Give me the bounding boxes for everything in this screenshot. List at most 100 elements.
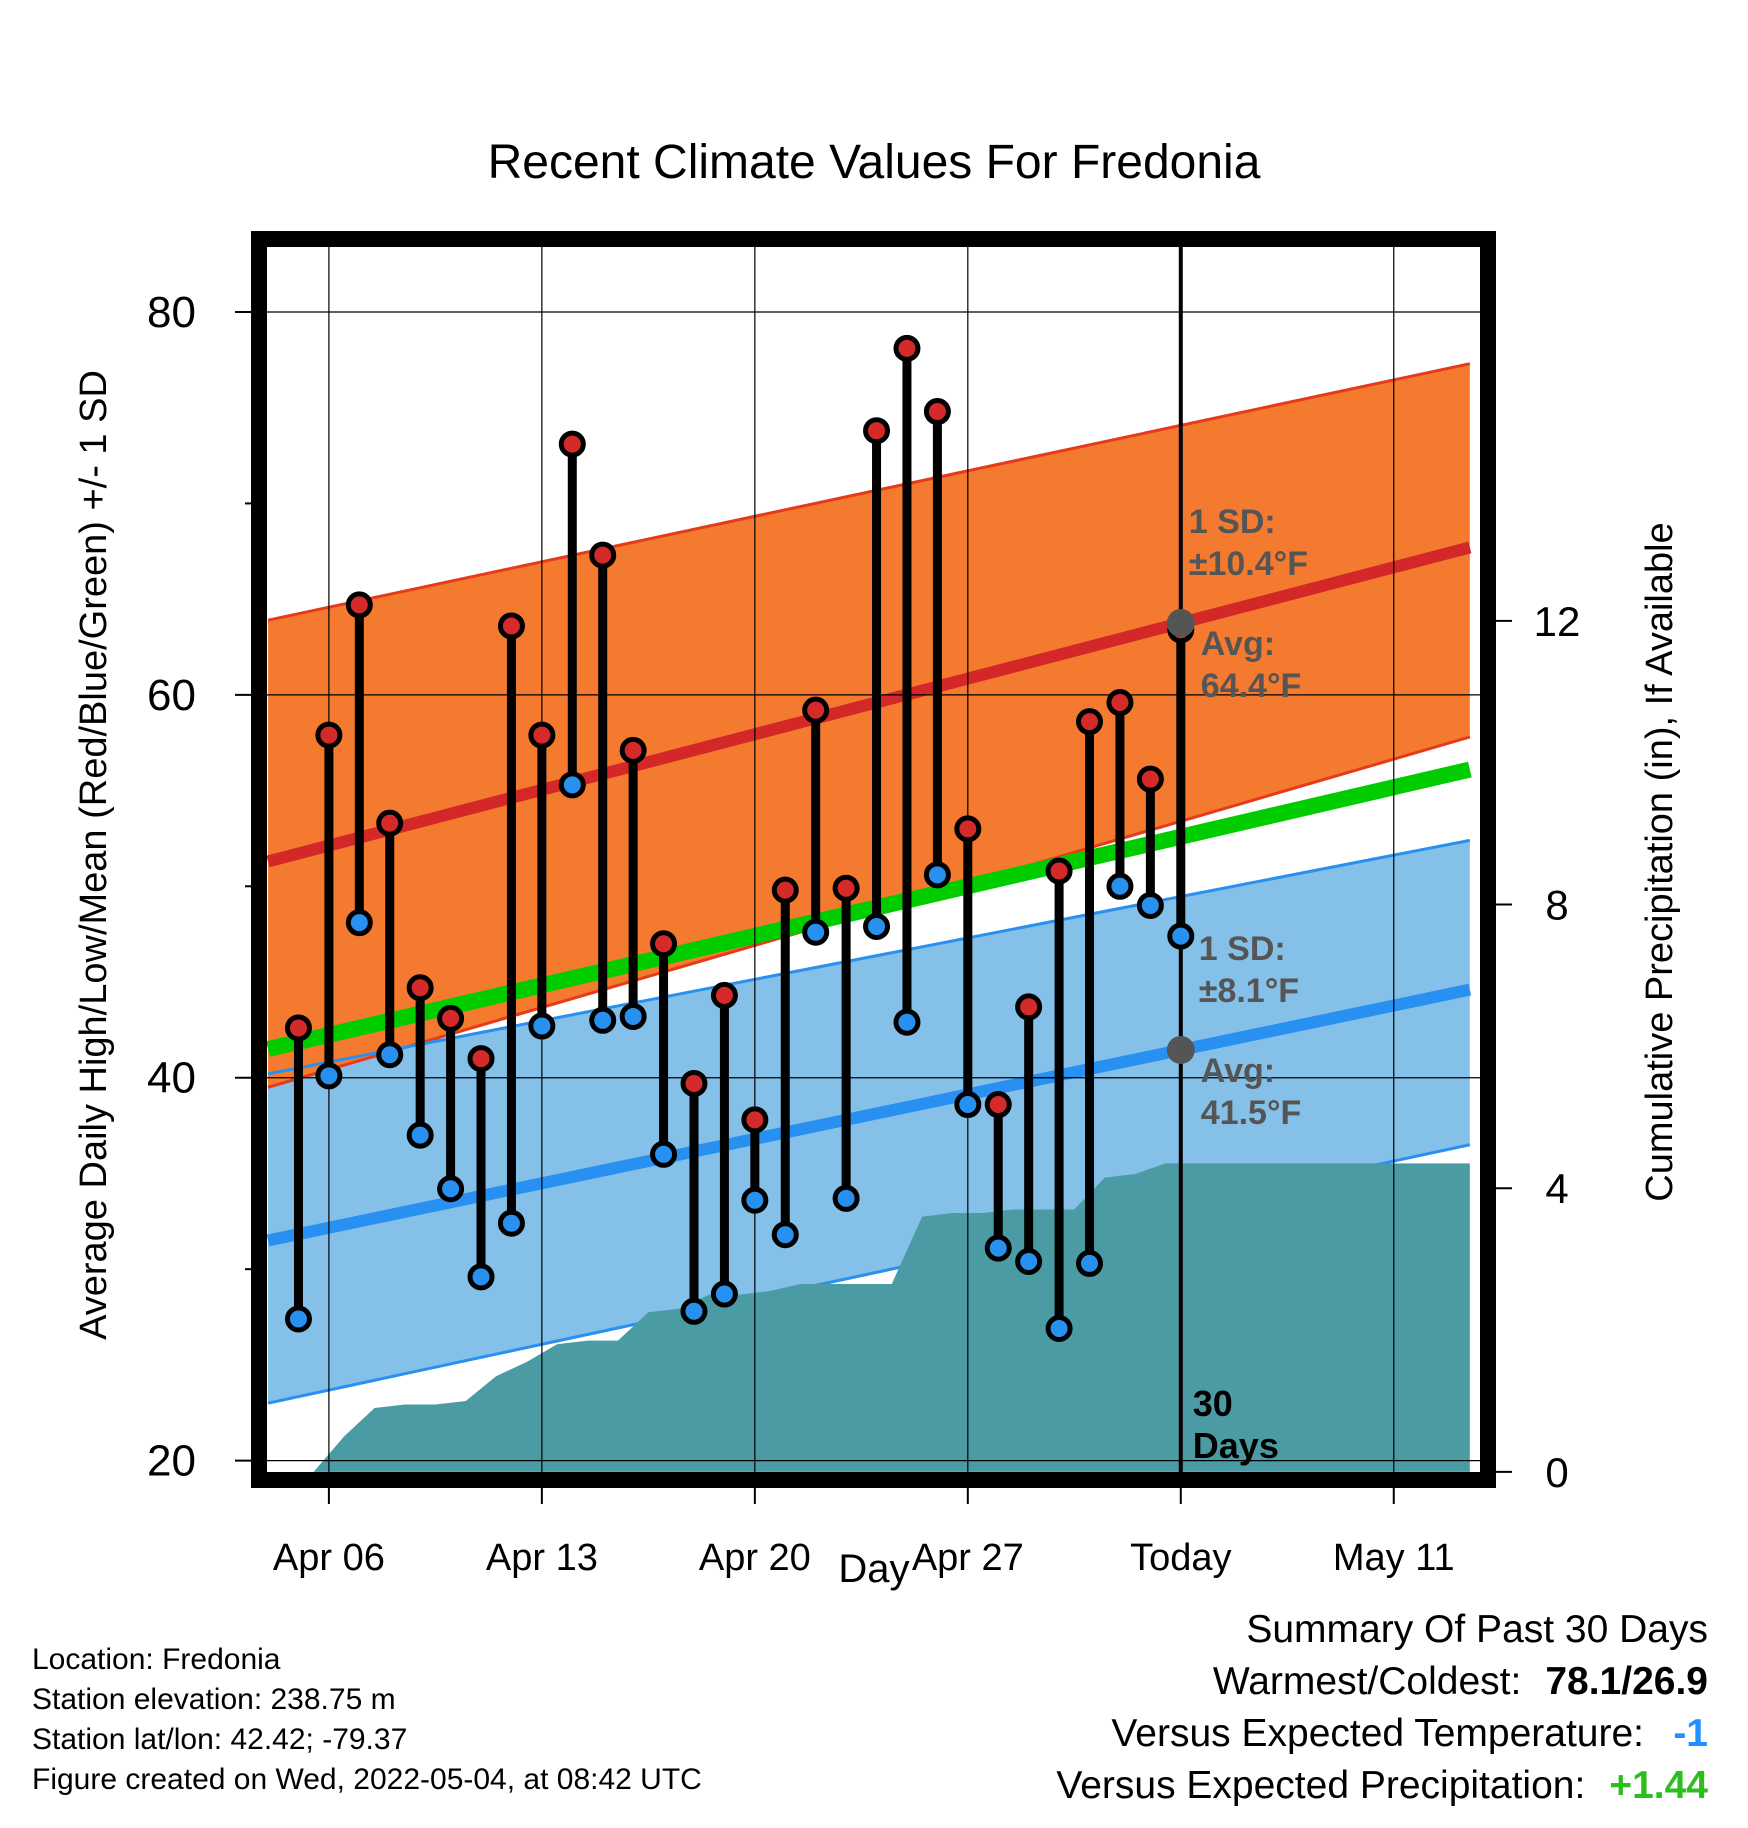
x-tick-label: Apr 27 bbox=[912, 1537, 1024, 1579]
normal-high-line bbox=[266, 541, 1472, 868]
low-avg-value: 41.5°F bbox=[1201, 1094, 1302, 1132]
daily-high-marker bbox=[863, 417, 891, 445]
daily-low-marker bbox=[376, 1041, 404, 1069]
high-sd-label: 1 SD: bbox=[1189, 503, 1276, 541]
window-label-number: 30 bbox=[1193, 1383, 1233, 1424]
daily-high-marker bbox=[1015, 993, 1043, 1021]
precip-area bbox=[268, 1163, 1470, 1472]
daily-high-marker bbox=[954, 815, 982, 843]
daily-high-marker bbox=[1045, 857, 1073, 885]
high-sd-upper-edge bbox=[267, 362, 1471, 622]
low-sd-value: ±8.1°F bbox=[1199, 972, 1299, 1010]
daily-low-marker bbox=[832, 1184, 860, 1212]
summary-warm-cold: Warmest/Coldest: 78.1/26.9 bbox=[1056, 1656, 1708, 1708]
daily-high-marker bbox=[923, 398, 951, 426]
daily-low-marker bbox=[315, 1062, 343, 1090]
low-sd-band bbox=[268, 840, 1470, 1404]
daily-low-marker bbox=[619, 1002, 647, 1030]
daily-high-marker bbox=[741, 1106, 769, 1134]
daily-high-marker bbox=[315, 721, 343, 749]
daily-high-marker bbox=[345, 591, 373, 619]
plot-data-group bbox=[265, 245, 1482, 1474]
daily-low-marker bbox=[589, 1006, 617, 1034]
temp-label: Versus Expected Temperature: bbox=[1111, 1712, 1644, 1755]
summary-temp: Versus Expected Temperature: -1 bbox=[1056, 1708, 1708, 1760]
y-right-tick-label: 12 bbox=[1534, 598, 1581, 645]
daily-low-marker bbox=[1076, 1249, 1104, 1277]
station-info: Location: Fredonia Station elevation: 23… bbox=[32, 1640, 702, 1800]
figure-created: Figure created on Wed, 2022-05-04, at 08… bbox=[32, 1763, 702, 1796]
station-elevation: Station elevation: 238.75 m bbox=[32, 1683, 396, 1716]
daily-low-marker bbox=[954, 1091, 982, 1119]
daily-low-marker bbox=[1045, 1315, 1073, 1343]
x-tick-label: Apr 06 bbox=[273, 1537, 385, 1579]
low-sd-upper-edge bbox=[267, 838, 1471, 1076]
x-tick-label: May 11 bbox=[1333, 1537, 1455, 1579]
daily-low-marker bbox=[771, 1221, 799, 1249]
today-low-normal-dot bbox=[1166, 1035, 1195, 1064]
x-tick-label: Apr 20 bbox=[699, 1537, 811, 1579]
normal-mean-line bbox=[266, 761, 1472, 1057]
daily-high-marker bbox=[437, 1004, 465, 1032]
high-avg-label: Avg: bbox=[1201, 625, 1275, 663]
y-right-axis-label: Cumulative Precipitation (in), If Availa… bbox=[1639, 522, 1681, 1201]
daily-low-marker bbox=[741, 1186, 769, 1214]
daily-low-marker bbox=[1106, 872, 1134, 900]
daily-low-marker bbox=[406, 1121, 434, 1149]
high-sd-value: ±10.4°F bbox=[1189, 545, 1308, 583]
daily-high-marker bbox=[710, 981, 738, 1009]
y-right-tick-label: 4 bbox=[1545, 1165, 1568, 1212]
daily-high-marker bbox=[406, 974, 434, 1002]
y-left-tick-label: 40 bbox=[147, 1054, 196, 1103]
daily-high-marker bbox=[589, 541, 617, 569]
chart-title: Recent Climate Values For Fredonia bbox=[488, 136, 1261, 189]
daily-low-marker bbox=[1167, 922, 1195, 950]
daily-high-marker bbox=[771, 876, 799, 904]
daily-low-marker bbox=[345, 909, 373, 937]
daily-high-marker bbox=[984, 1091, 1012, 1119]
daily-low-marker bbox=[1015, 1248, 1043, 1276]
precip-label: Versus Expected Precipitation: bbox=[1056, 1764, 1586, 1807]
daily-low-marker bbox=[863, 913, 891, 941]
daily-high-marker bbox=[802, 696, 830, 724]
y-right-tick-label: 0 bbox=[1545, 1449, 1568, 1496]
daily-high-marker bbox=[376, 809, 404, 837]
daily-low-marker bbox=[984, 1234, 1012, 1262]
daily-low-marker bbox=[710, 1280, 738, 1308]
daily-low-marker bbox=[802, 918, 830, 946]
warm-cold-value: 78.1/26.9 bbox=[1545, 1660, 1708, 1703]
daily-low-marker bbox=[284, 1305, 312, 1333]
precip-value: +1.44 bbox=[1609, 1764, 1708, 1807]
climate-chart: Recent Climate Values For Fredonia 1 SD:… bbox=[73, 136, 1681, 1591]
today-high-normal-dot bbox=[1166, 608, 1195, 637]
daily-low-marker bbox=[1136, 891, 1164, 919]
x-tick-label: Apr 13 bbox=[486, 1537, 598, 1579]
y-right-tick-label: 8 bbox=[1545, 882, 1568, 929]
normal-low-line bbox=[266, 983, 1472, 1247]
daily-high-marker bbox=[558, 430, 586, 458]
daily-low-marker bbox=[437, 1175, 465, 1203]
daily-high-marker bbox=[1106, 689, 1134, 717]
station-location: Location: Fredonia bbox=[32, 1643, 281, 1676]
daily-high-marker bbox=[680, 1069, 708, 1097]
daily-low-marker bbox=[558, 771, 586, 799]
daily-low-marker bbox=[650, 1140, 678, 1168]
summary-panel: Summary Of Past 30 Days Warmest/Coldest:… bbox=[1056, 1604, 1708, 1812]
x-tick-label: Today bbox=[1130, 1537, 1231, 1579]
daily-high-marker bbox=[650, 930, 678, 958]
daily-low-marker bbox=[497, 1209, 525, 1237]
daily-high-marker bbox=[619, 736, 647, 764]
y-left-tick-label: 20 bbox=[147, 1437, 196, 1486]
low-sd-label: 1 SD: bbox=[1199, 930, 1286, 968]
daily-high-marker bbox=[893, 334, 921, 362]
daily-high-marker bbox=[1076, 708, 1104, 736]
daily-low-marker bbox=[467, 1263, 495, 1291]
daily-low-marker bbox=[680, 1297, 708, 1325]
temp-value: -1 bbox=[1673, 1712, 1708, 1755]
low-avg-label: Avg: bbox=[1201, 1052, 1275, 1090]
daily-high-marker bbox=[832, 874, 860, 902]
x-axis-label: Day bbox=[838, 1547, 909, 1591]
daily-low-marker bbox=[528, 1012, 556, 1040]
daily-low-marker bbox=[923, 861, 951, 889]
daily-high-marker bbox=[497, 612, 525, 640]
